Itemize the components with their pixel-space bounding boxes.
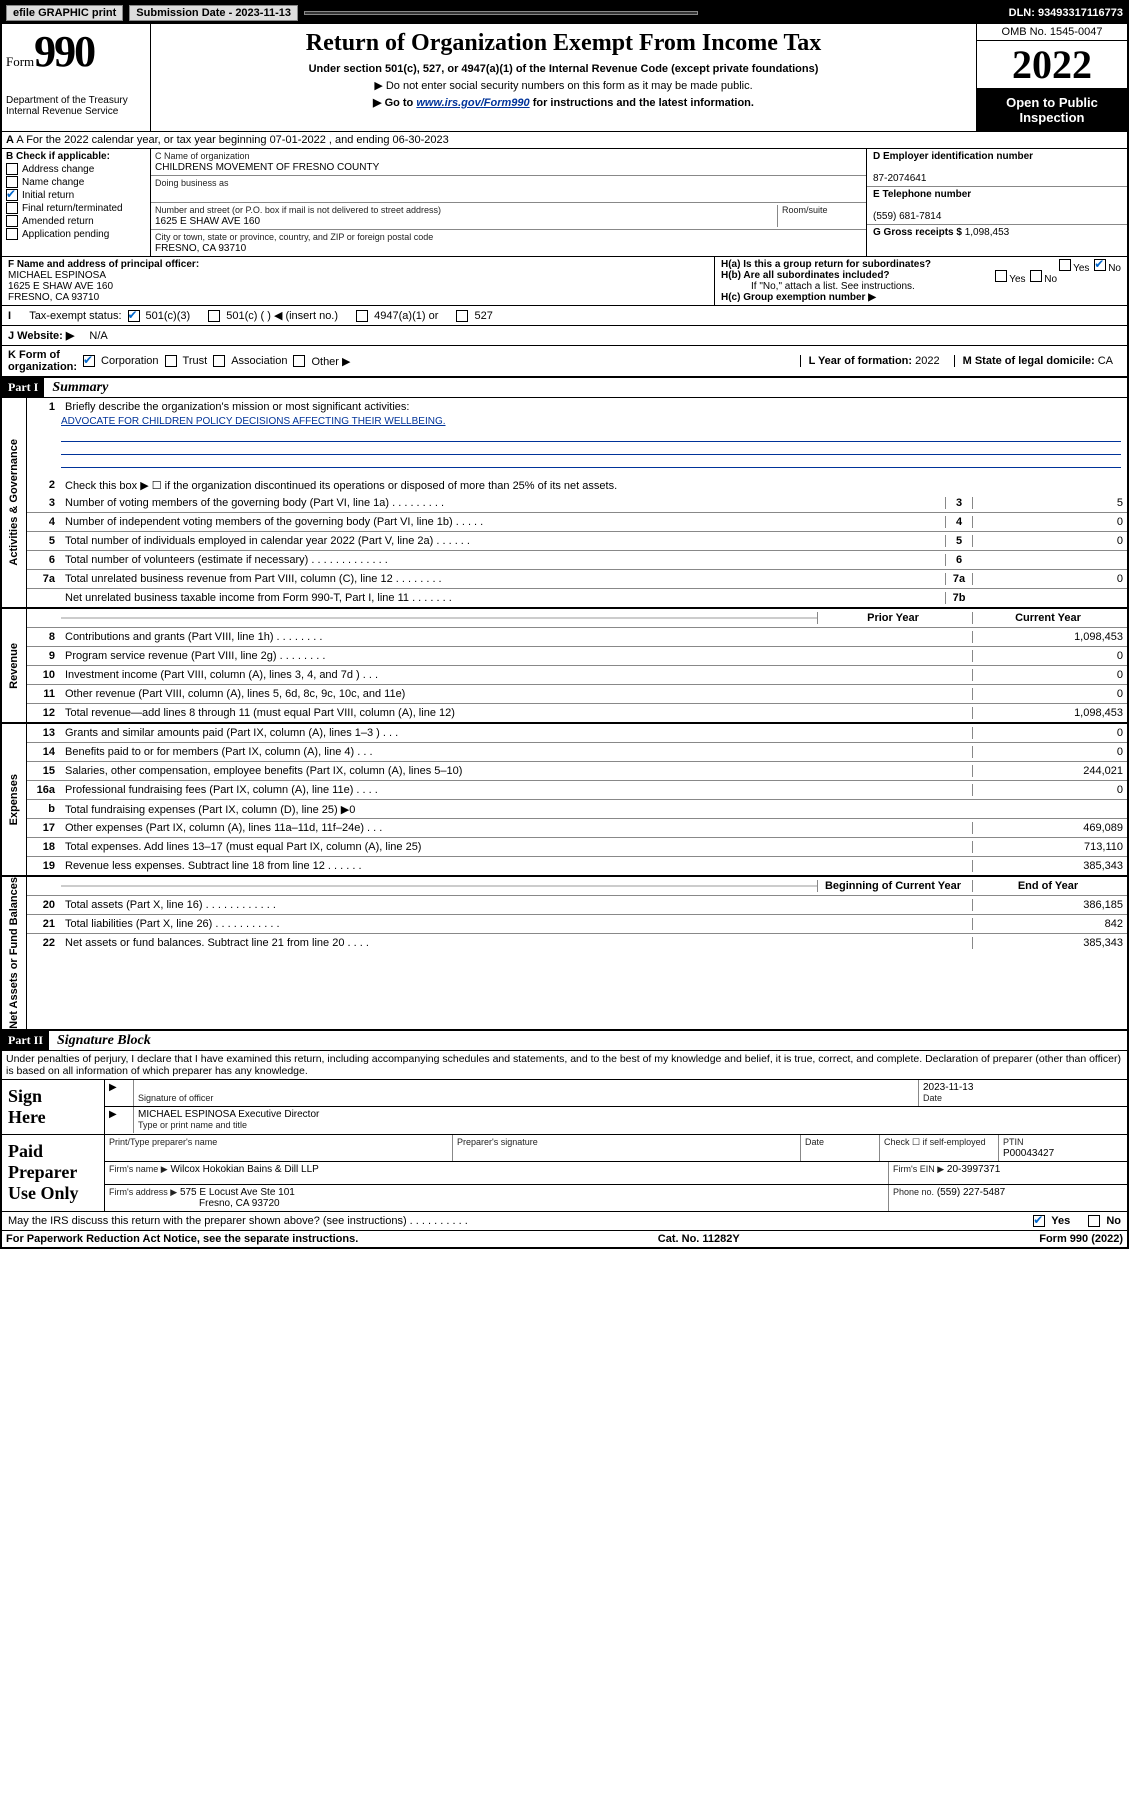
row-j-website: J Website: ▶ N/A: [2, 326, 1127, 346]
principal-officer: F Name and address of principal officer:…: [2, 257, 715, 305]
section-revenue: Revenue Prior YearCurrent Year 8Contribu…: [2, 609, 1127, 724]
footer-center: Cat. No. 11282Y: [658, 1233, 740, 1245]
paid-preparer-block: PaidPreparerUse Only Print/Type preparer…: [2, 1135, 1127, 1212]
row-k-l-m: K Form of organization: Corporation Trus…: [2, 346, 1127, 378]
footer: For Paperwork Reduction Act Notice, see …: [2, 1231, 1127, 1247]
city-state-zip: FRESNO, CA 93710: [155, 243, 246, 254]
irs-label: Internal Revenue Service: [6, 106, 146, 117]
efile-print-button[interactable]: efile GRAPHIC print: [6, 5, 123, 21]
irs-link[interactable]: www.irs.gov/Form990: [416, 97, 529, 109]
hb-no[interactable]: [1030, 270, 1042, 282]
section-expenses: Expenses 13Grants and similar amounts pa…: [2, 724, 1127, 877]
open-to-public: Open to PublicInspection: [977, 89, 1127, 131]
state-domicile: CA: [1098, 355, 1113, 367]
section-netassets: Net Assets or Fund Balances Beginning of…: [2, 877, 1127, 1031]
sign-arrow-icon-2: ▶: [109, 1109, 117, 1120]
phone-value: (559) 681-7814: [873, 211, 941, 222]
check-corp[interactable]: [83, 355, 95, 367]
line-a: A A For the 2022 calendar year, or tax y…: [2, 132, 1127, 149]
ha-no[interactable]: [1094, 259, 1106, 271]
discuss-no[interactable]: [1088, 1215, 1100, 1227]
dln-text: DLN: 93493317116773: [1009, 7, 1123, 19]
sign-arrow-icon: ▶: [109, 1082, 117, 1093]
org-name: CHILDRENS MOVEMENT OF FRESNO COUNTY: [155, 162, 379, 173]
subtitle-3-prefix: ▶ Go to: [373, 97, 416, 109]
check-other[interactable]: [293, 355, 305, 367]
footer-right: Form 990 (2022): [1039, 1233, 1123, 1245]
header-row: Form990 Department of the Treasury Inter…: [2, 24, 1127, 132]
header-center: Return of Organization Exempt From Incom…: [151, 24, 976, 131]
street-address: 1625 E SHAW AVE 160: [155, 216, 260, 227]
dept-treasury: Department of the Treasury: [6, 95, 146, 106]
sign-here-block: SignHere ▶ Signature of officer 2023-11-…: [2, 1080, 1127, 1135]
check-amended[interactable]: [6, 215, 18, 227]
col-b-checkboxes: B Check if applicable: Address change Na…: [2, 149, 151, 256]
hb-yes[interactable]: [995, 270, 1007, 282]
form-990-page: efile GRAPHIC print Submission Date - 20…: [0, 0, 1129, 1249]
header-right: OMB No. 1545-0047 2022 Open to PublicIns…: [976, 24, 1127, 131]
side-governance: Activities & Governance: [2, 398, 27, 607]
group-return-block: H(a) Is this a group return for subordin…: [715, 257, 1127, 305]
mission-text: ADVOCATE FOR CHILDREN POLICY DECISIONS A…: [27, 416, 1127, 429]
part-i-header: Part ISummary: [2, 378, 1127, 398]
discuss-row: May the IRS discuss this return with the…: [2, 1212, 1127, 1231]
form-title: Return of Organization Exempt From Incom…: [155, 30, 972, 57]
check-501c[interactable]: [208, 310, 220, 322]
top-bar: efile GRAPHIC print Submission Date - 20…: [2, 2, 1127, 24]
side-netassets: Net Assets or Fund Balances: [2, 877, 27, 1029]
block-f-h: F Name and address of principal officer:…: [2, 257, 1127, 306]
col-d-e-g: D Employer identification number 87-2074…: [866, 149, 1127, 256]
tax-year: 2022: [977, 41, 1127, 89]
firm-name: Wilcox Hokokian Bains & Dill LLP: [170, 1164, 318, 1175]
omb-number: OMB No. 1545-0047: [977, 24, 1127, 41]
check-final-return[interactable]: [6, 202, 18, 214]
gross-receipts: 1,098,453: [965, 227, 1010, 238]
blank-button: [304, 11, 698, 15]
block-b-to-g: B Check if applicable: Address change Na…: [2, 149, 1127, 257]
check-501c3[interactable]: [128, 310, 140, 322]
row-i-tax-exempt: I Tax-exempt status: 501(c)(3) 501(c) ( …: [2, 306, 1127, 326]
website-value: N/A: [89, 330, 107, 342]
firm-addr1: 575 E Locust Ave Ste 101: [180, 1187, 295, 1198]
check-address-change[interactable]: [6, 163, 18, 175]
side-revenue: Revenue: [2, 609, 27, 722]
firm-addr2: Fresno, CA 93720: [109, 1198, 280, 1209]
penalties-text: Under penalties of perjury, I declare th…: [2, 1051, 1127, 1079]
check-initial-return[interactable]: [6, 189, 18, 201]
side-expenses: Expenses: [2, 724, 27, 875]
ein-value: 87-2074641: [873, 173, 926, 184]
firm-ein: 20-3997371: [947, 1164, 1000, 1175]
header-left: Form990 Department of the Treasury Inter…: [2, 24, 151, 131]
year-formation: 2022: [915, 355, 939, 367]
footer-left: For Paperwork Reduction Act Notice, see …: [6, 1233, 358, 1245]
submission-date-button[interactable]: Submission Date - 2023-11-13: [129, 5, 298, 21]
form-number: 990: [34, 27, 94, 76]
part-ii-header: Part IISignature Block: [2, 1031, 1127, 1051]
check-trust[interactable]: [165, 355, 177, 367]
ptin-value: P00043427: [1003, 1148, 1054, 1159]
discuss-yes[interactable]: [1033, 1215, 1045, 1227]
check-527[interactable]: [456, 310, 468, 322]
ha-yes[interactable]: [1059, 259, 1071, 271]
subtitle-1: Under section 501(c), 527, or 4947(a)(1)…: [155, 63, 972, 75]
form-word: Form: [6, 54, 34, 69]
check-4947[interactable]: [356, 310, 368, 322]
col-c-name-address: C Name of organization CHILDRENS MOVEMEN…: [151, 149, 866, 256]
officer-name-title: MICHAEL ESPINOSA Executive Director: [138, 1109, 319, 1120]
preparer-phone: (559) 227-5487: [937, 1187, 1005, 1198]
subtitle-3-suffix: for instructions and the latest informat…: [530, 97, 754, 109]
section-governance: Activities & Governance 1Briefly describ…: [2, 398, 1127, 609]
check-application-pending[interactable]: [6, 228, 18, 240]
check-assoc[interactable]: [213, 355, 225, 367]
subtitle-2: ▶ Do not enter social security numbers o…: [155, 79, 972, 92]
